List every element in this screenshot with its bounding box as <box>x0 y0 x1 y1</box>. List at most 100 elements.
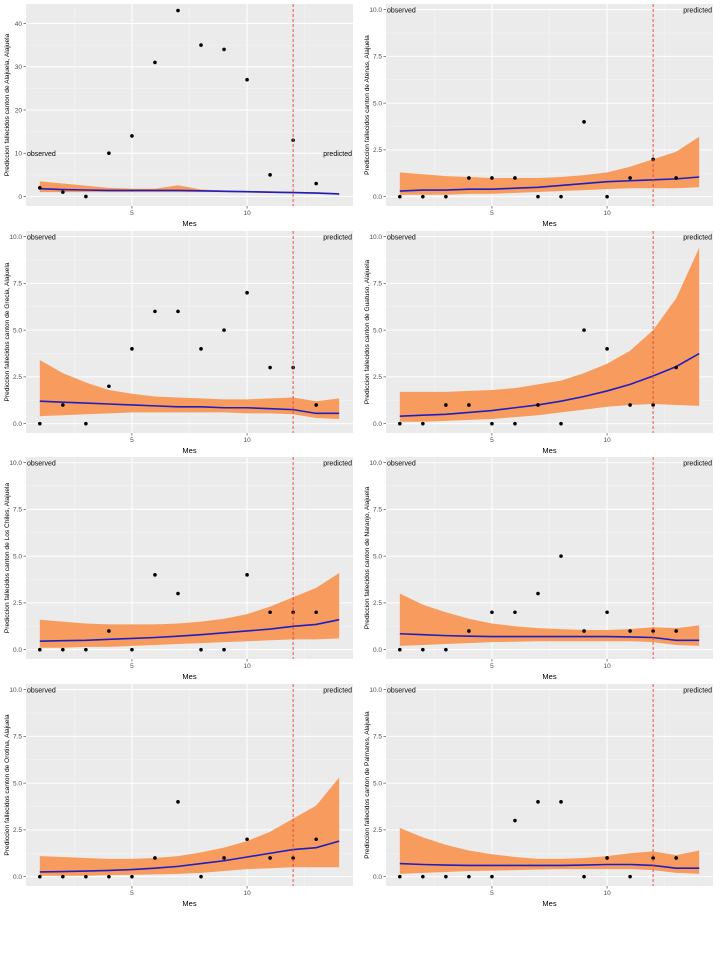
chart-panel-1: observed predicted 0 10 20 30 40 5 10 Mes Predicci… <box>4 4 353 228</box>
chart-panel-3: observed predicted 0.0 2.5 5.0 7.5 10.0 5 10 Mes P… <box>4 231 353 455</box>
data-point <box>467 176 471 180</box>
data-point <box>605 194 609 199</box>
data-point <box>398 194 402 199</box>
y-tick-label: 10.0 <box>369 460 382 467</box>
y-tick-label: 5.0 <box>13 327 22 334</box>
data-point <box>245 573 249 577</box>
data-point <box>153 309 157 314</box>
y-tick-label: 40 <box>15 21 23 28</box>
y-axis-label: Prediccion fallecidos canton de Grecia, … <box>4 262 11 401</box>
x-tick-label: 10 <box>603 890 611 897</box>
annotation-predicted: predicted <box>683 688 712 695</box>
data-point <box>130 347 134 351</box>
data-point <box>268 610 272 615</box>
confidence-band <box>399 593 700 646</box>
data-point <box>536 403 540 407</box>
data-point <box>130 874 134 879</box>
annotation-observed: observed <box>387 235 416 242</box>
annotation-predicted: predicted <box>683 8 712 15</box>
annotation-predicted: predicted <box>683 235 712 242</box>
data-point <box>605 347 609 351</box>
y-axis-label: Prediccion fallecidos canton de Guatuso,… <box>364 259 371 404</box>
data-point <box>84 194 88 199</box>
data-point <box>605 856 609 860</box>
y-tick-label: 2.5 <box>373 147 382 154</box>
data-point <box>61 874 65 879</box>
data-point <box>176 591 180 596</box>
data-point <box>559 800 563 804</box>
data-point <box>674 856 678 860</box>
y-tick-label: 5.0 <box>13 780 22 787</box>
data-point <box>176 309 180 314</box>
annotation-predicted: predicted <box>323 688 352 695</box>
data-point <box>536 800 540 804</box>
data-point <box>467 874 471 879</box>
y-tick-label: 7.5 <box>373 734 382 741</box>
data-point <box>421 874 425 879</box>
data-point <box>61 647 65 652</box>
x-tick-label: 10 <box>243 663 251 670</box>
data-point <box>444 403 448 407</box>
data-point <box>444 194 448 199</box>
y-tick-label: 0.0 <box>13 647 22 654</box>
x-axis-label: Mes <box>542 446 556 455</box>
data-point <box>38 874 42 879</box>
data-point <box>628 403 632 407</box>
y-axis-label: Prediccion fallecidos canton de Orotina,… <box>4 714 11 855</box>
y-tick-label: 7.5 <box>13 507 22 514</box>
annotation-observed: observed <box>387 461 416 468</box>
x-tick-label: 5 <box>490 663 494 670</box>
y-tick-label: 2.5 <box>13 827 22 834</box>
x-tick-label: 10 <box>243 210 251 217</box>
data-point <box>444 874 448 879</box>
data-point <box>467 629 471 633</box>
y-axis-label: Prediccion fallecidos canton de Atenas, … <box>364 35 371 175</box>
data-point <box>107 629 111 633</box>
data-point <box>582 629 586 633</box>
data-point <box>314 837 318 842</box>
data-point <box>582 874 586 879</box>
y-tick-label: 30 <box>15 64 23 71</box>
data-point <box>314 181 318 186</box>
data-point <box>536 591 540 596</box>
data-point <box>674 365 678 370</box>
fit-line <box>39 400 340 415</box>
annotation-observed: observed <box>27 688 56 695</box>
y-axis-label: Prediccion fallecidos canton de Los Chil… <box>4 483 11 634</box>
data-point <box>605 610 609 615</box>
y-tick-label: 2.5 <box>373 827 382 834</box>
chart-panel-5: observed predicted 0.0 2.5 5.0 7.5 10.0 5 10 Mes P… <box>4 457 353 681</box>
data-point <box>245 290 249 295</box>
data-point <box>398 874 402 879</box>
data-point <box>199 43 203 47</box>
y-tick-label: 10 <box>15 151 23 158</box>
y-tick-label: 10.0 <box>9 687 22 694</box>
data-point <box>314 403 318 407</box>
y-axis-label: Prediccion fallecidos canton de Alajuela… <box>4 33 11 176</box>
data-point <box>628 874 632 879</box>
x-tick-label: 10 <box>243 890 251 897</box>
data-point <box>84 647 88 652</box>
chart-panel-2: observed predicted 0.0 2.5 5.0 7.5 10.0 5 10 Mes P… <box>364 4 713 228</box>
data-point <box>176 800 180 804</box>
data-point <box>559 554 563 558</box>
x-axis-label: Mes <box>182 672 196 681</box>
data-point <box>490 610 494 615</box>
annotation-observed: observed <box>387 8 416 15</box>
data-point <box>84 421 88 426</box>
data-point <box>421 647 425 652</box>
chart-panel-8: observed predicted 0.0 2.5 5.0 7.5 10.0 5 10 Mes P… <box>364 684 713 908</box>
annotation-predicted: predicted <box>323 235 352 242</box>
y-tick-label: 10.0 <box>9 234 22 241</box>
y-tick-label: 0.0 <box>13 874 22 881</box>
data-point <box>222 856 226 860</box>
y-tick-label: 0.0 <box>373 194 382 201</box>
data-point <box>490 176 494 180</box>
x-tick-label: 5 <box>130 663 134 670</box>
data-point <box>84 874 88 879</box>
x-tick-label: 5 <box>490 210 494 217</box>
x-axis-label: Mes <box>182 446 196 455</box>
data-point <box>559 421 563 426</box>
y-tick-label: 20 <box>15 107 23 114</box>
